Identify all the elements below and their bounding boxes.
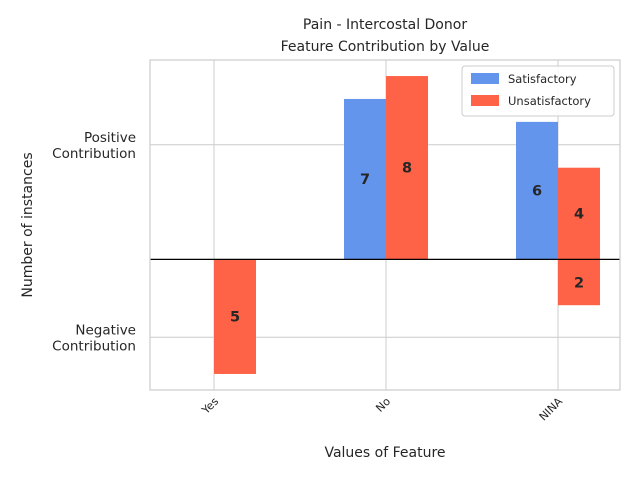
chart-subtitle: Feature Contribution by Value	[281, 39, 490, 55]
ticks: Positive Contribution Negative Contribution…	[52, 130, 565, 424]
x-axis-label: Values of Feature	[324, 445, 445, 461]
bar-unsatisfactory-nina	[558, 167, 600, 260]
y-axis-label: Number of instances	[20, 152, 36, 297]
legend-label: Satisfactory	[508, 72, 577, 86]
bar-labels: 7 6 5 8 4 2	[230, 161, 584, 326]
bar-value-label: 6	[532, 184, 542, 200]
bars	[214, 76, 600, 374]
plot-frame	[149, 59, 621, 391]
legend-label: Unsatisfactory	[508, 94, 591, 108]
chart-title: Pain - Intercostal Donor	[303, 17, 467, 33]
legend: Satisfactory Unsatisfactory	[461, 65, 615, 117]
bar-value-label: 2	[574, 275, 584, 291]
bar-value-label: 8	[402, 161, 412, 177]
bar-unsatisfactory-nina	[558, 259, 600, 306]
legend-box	[461, 65, 615, 117]
bar-satisfactory-no	[344, 98, 386, 260]
y-tick-label: Negative Contribution	[52, 322, 136, 354]
bar-value-label: 4	[574, 207, 584, 223]
legend-swatch	[471, 95, 499, 106]
bar-satisfactory-nina	[516, 121, 558, 260]
bar-unsatisfactory-yes	[214, 259, 256, 374]
bar-value-label: 7	[360, 172, 370, 188]
bar-value-label: 5	[230, 310, 240, 326]
legend-swatch	[471, 73, 499, 84]
y-tick-label: Positive Contribution	[52, 130, 136, 162]
bar-unsatisfactory-no	[386, 76, 428, 260]
